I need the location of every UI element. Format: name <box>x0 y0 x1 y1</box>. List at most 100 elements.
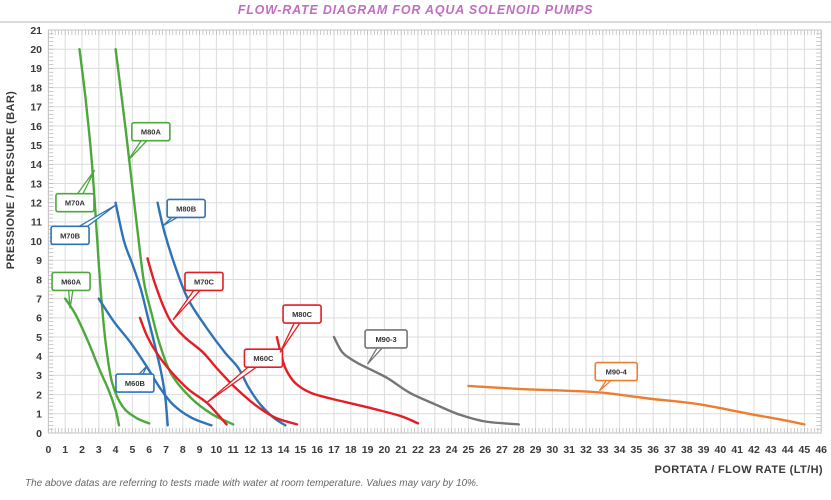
x-tick-label: 7 <box>163 444 169 456</box>
x-tick-label: 5 <box>129 444 135 456</box>
x-tick-label: 43 <box>765 444 777 456</box>
x-tick-label: 36 <box>647 444 659 456</box>
x-tick-label: 34 <box>614 444 626 456</box>
callout-box-M80B <box>166 198 206 219</box>
x-tick-label: 2 <box>79 444 85 456</box>
x-tick-label: 6 <box>146 444 152 456</box>
x-tick-label: 29 <box>530 444 542 456</box>
y-tick-label: 15 <box>30 140 42 152</box>
x-tick-label: 15 <box>295 444 307 456</box>
y-tick-label: 14 <box>30 159 42 171</box>
x-tick-label: 31 <box>563 444 575 456</box>
y-tick-label: 18 <box>30 82 42 94</box>
x-tick-label: 39 <box>698 444 710 456</box>
callout-label-M60C: M60C <box>253 354 274 363</box>
y-tick-label: 9 <box>36 255 42 267</box>
x-tick-label: 17 <box>328 444 340 456</box>
callout-label-M90-3: M90-3 <box>375 335 396 344</box>
y-tick-label: 21 <box>30 25 42 37</box>
y-tick-label: 7 <box>36 293 42 305</box>
y-tick-label: 16 <box>30 121 42 133</box>
y-tick-label: 19 <box>30 63 42 75</box>
x-tick-label: 0 <box>45 444 51 456</box>
x-tick-label: 26 <box>479 444 491 456</box>
x-tick-label: 24 <box>446 444 458 456</box>
series-curve-M70C <box>146 257 299 426</box>
x-tick-label: 18 <box>345 444 357 456</box>
callout-box-M70C <box>184 271 224 292</box>
series-curve-M70A <box>78 47 151 425</box>
x-tick-label: 30 <box>547 444 559 456</box>
callout-label-M60A: M60A <box>61 277 82 286</box>
title-divider <box>0 21 831 23</box>
callout-box-M70A <box>55 192 95 213</box>
series-curve-M60C <box>138 316 228 426</box>
x-tick-label: 42 <box>748 444 760 456</box>
x-tick-label: 46 <box>815 444 827 456</box>
callout-label-M70C: M70C <box>194 277 215 286</box>
y-tick-label: 1 <box>36 409 42 421</box>
callout-label-M80B: M80B <box>176 204 197 213</box>
x-tick-label: 23 <box>429 444 441 456</box>
callout-box-M90-3 <box>364 329 408 349</box>
x-axis-title: PORTATA / FLOW RATE (LT/H) <box>655 464 823 476</box>
callout-box-M60B <box>115 373 155 393</box>
y-tick-label: 3 <box>36 370 42 382</box>
x-tick-label: 35 <box>631 444 643 456</box>
x-tick-label: 22 <box>412 444 424 456</box>
x-tick-label: 19 <box>362 444 374 456</box>
x-tick-label: 20 <box>379 444 391 456</box>
series-curve-M80C <box>275 335 420 425</box>
series-curve-M60A <box>64 297 121 427</box>
y-tick-label: 8 <box>36 274 42 286</box>
x-tick-label: 10 <box>211 444 223 456</box>
y-tick-label: 11 <box>31 217 42 229</box>
x-tick-label: 45 <box>799 444 811 456</box>
x-tick-label: 37 <box>664 444 676 456</box>
x-tick-label: 21 <box>395 444 407 456</box>
series-curve-M80A <box>114 47 235 426</box>
x-tick-label: 28 <box>513 444 525 456</box>
x-tick-label: 40 <box>715 444 727 456</box>
x-tick-label: 33 <box>597 444 609 456</box>
x-tick-label: 44 <box>782 444 794 456</box>
series-curve-M90-3 <box>332 335 520 426</box>
y-tick-label: 20 <box>30 44 42 56</box>
callout-box-M90-4 <box>594 361 639 382</box>
callout-box-M60A <box>51 271 91 292</box>
y-tick-label: 12 <box>30 198 42 210</box>
y-tick-label: 4 <box>36 351 42 363</box>
x-tick-label: 38 <box>681 444 693 456</box>
x-tick-label: 14 <box>278 444 290 456</box>
x-tick-label: 13 <box>261 444 273 456</box>
callout-label-M80A: M80A <box>141 128 162 137</box>
x-tick-label: 3 <box>96 444 102 456</box>
series-curve-M90-4 <box>467 384 806 426</box>
x-tick-label: 32 <box>580 444 592 456</box>
series-curve-M80B <box>156 201 287 427</box>
callout-label-M70A: M70A <box>65 199 86 208</box>
x-tick-label: 41 <box>731 444 743 456</box>
y-tick-label: 0 <box>36 428 42 440</box>
x-tick-label: 27 <box>496 444 508 456</box>
y-axis-title: PRESSIONE / PRESSURE (BAR) <box>5 91 17 269</box>
callout-box-M60C <box>243 348 284 368</box>
plot-border <box>47 29 822 434</box>
y-tick-label: 5 <box>36 332 42 344</box>
series-curve-M70B <box>114 201 169 427</box>
x-tick-label: 1 <box>62 444 68 456</box>
y-tick-label: 13 <box>30 178 42 190</box>
callout-label-M60B: M60B <box>125 379 146 388</box>
y-tick-label: 6 <box>36 313 42 325</box>
x-tick-label: 11 <box>228 444 239 456</box>
footnote-text: The above datas are referring to tests m… <box>25 478 479 489</box>
y-tick-label: 10 <box>30 236 42 248</box>
x-tick-label: 8 <box>180 444 186 456</box>
callout-label-M70B: M70B <box>60 231 81 240</box>
x-tick-label: 9 <box>197 444 203 456</box>
chart-title: FLOW-RATE DIAGRAM FOR AQUA SOLENOID PUMP… <box>237 3 594 17</box>
y-tick-label: 2 <box>36 389 42 401</box>
x-tick-label: 4 <box>113 444 119 456</box>
